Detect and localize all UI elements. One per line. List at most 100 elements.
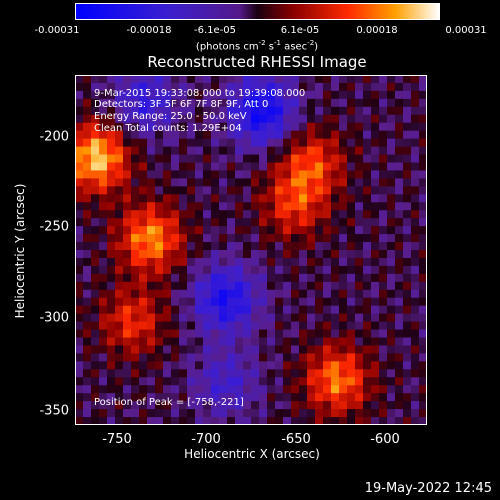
heatmap-cell bbox=[171, 98, 180, 108]
heatmap-cell bbox=[339, 162, 348, 171]
heatmap-cell bbox=[187, 122, 196, 132]
heatmap-cell bbox=[107, 226, 116, 235]
heatmap-cell bbox=[395, 106, 404, 116]
heatmap-cell bbox=[195, 337, 204, 346]
heatmap-cell bbox=[187, 75, 196, 84]
heatmap-cell bbox=[315, 226, 324, 235]
heatmap-cell bbox=[123, 106, 132, 116]
heatmap-cell bbox=[411, 242, 420, 251]
heatmap-cell bbox=[315, 162, 324, 171]
heatmap-cell bbox=[211, 305, 220, 315]
heatmap-cell bbox=[323, 242, 332, 251]
heatmap-cell bbox=[99, 234, 108, 243]
heatmap-cell bbox=[195, 234, 204, 243]
heatmap-cell bbox=[371, 361, 380, 370]
heatmap-cell bbox=[411, 170, 420, 179]
heatmap-cell bbox=[379, 202, 388, 211]
heatmap-cell bbox=[99, 361, 108, 370]
heatmap-cell bbox=[315, 122, 324, 132]
heatmap-cell bbox=[403, 106, 412, 116]
heatmap-cell bbox=[91, 138, 100, 148]
heatmap-cell bbox=[75, 273, 84, 283]
heatmap-cell bbox=[91, 281, 100, 291]
heatmap-cell bbox=[107, 170, 116, 179]
heatmap-cell bbox=[299, 75, 308, 84]
heatmap-cell bbox=[395, 194, 404, 203]
heatmap-cell bbox=[331, 106, 340, 116]
heatmap-cell bbox=[419, 210, 427, 219]
heatmap-cell bbox=[403, 114, 412, 124]
heatmap-cell bbox=[75, 194, 84, 203]
heatmap-cell bbox=[291, 329, 300, 338]
heatmap-cell bbox=[315, 369, 324, 378]
heatmap-cell bbox=[347, 257, 356, 267]
heatmap-cell bbox=[187, 170, 196, 179]
heatmap-cell bbox=[179, 329, 188, 338]
heatmap-cell bbox=[195, 122, 204, 132]
heatmap-cell bbox=[227, 138, 236, 148]
heatmap-cell bbox=[347, 106, 356, 116]
heatmap-cell bbox=[339, 377, 348, 386]
heatmap-cell bbox=[187, 313, 196, 323]
heatmap-cell bbox=[331, 234, 340, 243]
heatmap-cell bbox=[363, 114, 372, 124]
heatmap-cell bbox=[267, 321, 276, 331]
heatmap-cell bbox=[395, 321, 404, 331]
heatmap-cell bbox=[387, 353, 396, 362]
heatmap-cell bbox=[123, 377, 132, 386]
heatmap-cell bbox=[211, 82, 220, 92]
heatmap-cell bbox=[107, 98, 116, 108]
heatmap-cell bbox=[307, 178, 316, 187]
heatmap-cell bbox=[283, 90, 292, 100]
heatmap-cell bbox=[339, 170, 348, 179]
heatmap-cell bbox=[251, 234, 260, 243]
heatmap-cell bbox=[347, 162, 356, 171]
heatmap-cell bbox=[131, 345, 140, 354]
heatmap-cell bbox=[339, 138, 348, 148]
heatmap-cell bbox=[299, 401, 308, 410]
heatmap-cell bbox=[123, 265, 132, 275]
heatmap-cell bbox=[83, 289, 92, 299]
heatmap-cell bbox=[259, 393, 268, 402]
heatmap-cell bbox=[179, 146, 188, 156]
heatmap-cell bbox=[331, 273, 340, 283]
heatmap-cell bbox=[179, 409, 188, 418]
heatmap-cell bbox=[147, 401, 156, 410]
heatmap-cell bbox=[179, 234, 188, 243]
heatmap-cell bbox=[411, 417, 420, 425]
heatmap-cell bbox=[107, 250, 116, 259]
heatmap-cell bbox=[307, 162, 316, 171]
heatmap-cell bbox=[91, 313, 100, 323]
heatmap-cell bbox=[291, 186, 300, 195]
heatmap-cell bbox=[219, 122, 228, 132]
heatmap-cell bbox=[131, 377, 140, 386]
heatmap-cell bbox=[187, 257, 196, 267]
heatmap-cell bbox=[283, 146, 292, 156]
heatmap-cell bbox=[131, 257, 140, 267]
heatmap-cell bbox=[187, 226, 196, 235]
heatmap-cell bbox=[155, 242, 164, 251]
heatmap-cell bbox=[99, 329, 108, 338]
heatmap-cell bbox=[187, 90, 196, 100]
heatmap-cell bbox=[131, 146, 140, 156]
heatmap-cell bbox=[155, 130, 164, 140]
heatmap-cell bbox=[219, 257, 228, 267]
heatmap-cell bbox=[347, 305, 356, 315]
heatmap-cell bbox=[347, 297, 356, 307]
heatmap-cell bbox=[411, 393, 420, 402]
heatmap-cell bbox=[315, 361, 324, 370]
heatmap-cell bbox=[75, 305, 84, 315]
heatmap-cell bbox=[387, 281, 396, 291]
heatmap-cell bbox=[355, 234, 364, 243]
heatmap-cell bbox=[243, 281, 252, 291]
heatmap-cell bbox=[203, 194, 212, 203]
heatmap-cell bbox=[115, 75, 124, 84]
heatmap-cell bbox=[307, 130, 316, 140]
heatmap-cell bbox=[187, 242, 196, 251]
heatmap-cell bbox=[331, 146, 340, 156]
heatmap-cell bbox=[83, 257, 92, 267]
heatmap-cell bbox=[355, 106, 364, 116]
heatmap-cell bbox=[91, 234, 100, 243]
heatmap-cell bbox=[307, 289, 316, 299]
